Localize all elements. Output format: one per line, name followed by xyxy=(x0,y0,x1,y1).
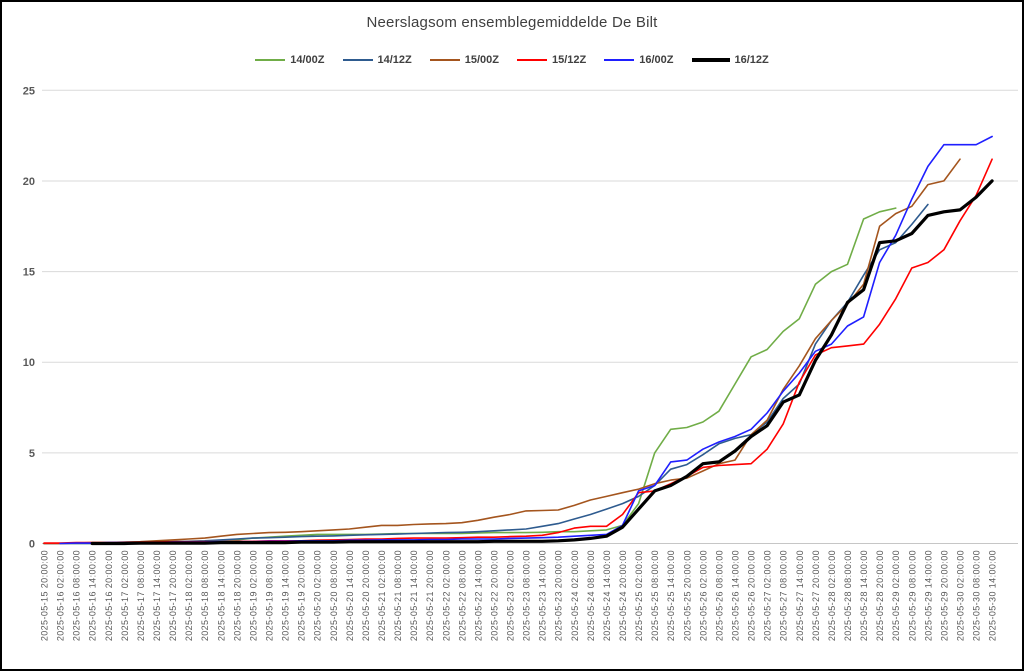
x-axis-tick-label: 2025-05-30 08:00:00 xyxy=(972,550,982,641)
legend-line-swatch xyxy=(342,59,373,61)
x-axis-tick-label: 2025-05-24 20:00:00 xyxy=(618,550,628,641)
x-axis-tick-label: 2025-05-26 20:00:00 xyxy=(747,550,757,641)
chart-line-15/12Z xyxy=(43,158,993,544)
x-axis-tick-label: 2025-05-23 20:00:00 xyxy=(554,550,564,641)
x-axis-tick-label: 2025-05-20 08:00:00 xyxy=(329,550,339,641)
x-axis-tick-label: 2025-05-22 14:00:00 xyxy=(473,550,483,641)
x-axis-tick-label: 2025-05-27 02:00:00 xyxy=(763,550,773,641)
x-axis-tick-label: 2025-05-30 02:00:00 xyxy=(955,550,965,641)
x-axis-tick-label: 2025-05-19 08:00:00 xyxy=(264,550,274,641)
x-axis-tick-label: 2025-05-27 14:00:00 xyxy=(795,550,805,641)
x-axis-tick-label: 2025-05-18 14:00:00 xyxy=(216,550,226,641)
x-axis-tick-label: 2025-05-16 20:00:00 xyxy=(104,550,114,641)
x-axis-tick-label: 2025-05-16 08:00:00 xyxy=(72,550,82,641)
x-axis-tick-label: 2025-05-25 14:00:00 xyxy=(666,550,676,641)
legend-item-16/12Z: 16/12Z xyxy=(691,54,769,66)
x-axis-tick-label: 2025-05-28 20:00:00 xyxy=(875,550,885,641)
x-axis-tick-label: 2025-05-17 02:00:00 xyxy=(120,550,130,641)
legend-line-swatch xyxy=(429,59,460,61)
y-axis-tick-label: 15 xyxy=(23,267,35,279)
legend-line-swatch xyxy=(255,59,286,61)
x-axis-tick-label: 2025-05-21 14:00:00 xyxy=(409,550,419,641)
legend-line-swatch xyxy=(691,58,730,62)
y-axis-tick-label: 20 xyxy=(23,176,35,188)
legend-line-swatch xyxy=(604,59,635,61)
x-axis-tick-label: 2025-05-28 14:00:00 xyxy=(859,550,869,641)
x-axis-tick-label: 2025-05-21 02:00:00 xyxy=(377,550,387,641)
legend-label: 16/12Z xyxy=(734,54,769,66)
x-axis-tick-label: 2025-05-28 08:00:00 xyxy=(843,550,853,641)
x-axis-tick-label: 2025-05-23 14:00:00 xyxy=(538,550,548,641)
x-axis-tick-label: 2025-05-26 14:00:00 xyxy=(731,550,741,641)
x-axis-tick-label: 2025-05-21 20:00:00 xyxy=(425,550,435,641)
x-axis-tick-label: 2025-05-16 02:00:00 xyxy=(56,550,66,641)
legend-line-swatch xyxy=(517,59,547,61)
chart-legend: 14/00Z 14/12Z 15/00Z 15/12Z 16/00Z 16/12Z xyxy=(2,54,1022,66)
x-axis-tick-label: 2025-05-17 08:00:00 xyxy=(136,550,146,641)
x-axis-tick-label: 2025-05-18 02:00:00 xyxy=(184,550,194,641)
x-axis-tick-label: 2025-05-29 14:00:00 xyxy=(923,550,933,641)
x-axis-tick-label: 2025-05-23 02:00:00 xyxy=(506,550,516,641)
legend-item-15/12Z: 15/12Z xyxy=(517,54,586,66)
legend-label: 16/00Z xyxy=(639,54,674,66)
x-axis-tick-label: 2025-05-22 08:00:00 xyxy=(457,550,467,641)
x-axis-tick-label: 2025-05-24 02:00:00 xyxy=(570,550,580,641)
x-axis-tick-label: 2025-05-26 02:00:00 xyxy=(698,550,708,641)
x-axis-tick-label: 2025-05-17 14:00:00 xyxy=(152,550,162,641)
x-axis-tick-label: 2025-05-19 02:00:00 xyxy=(248,550,258,641)
x-axis-tick-label: 2025-05-20 20:00:00 xyxy=(361,550,371,641)
x-axis-tick-label: 2025-05-26 08:00:00 xyxy=(714,550,724,641)
legend-label: 14/12Z xyxy=(377,54,412,66)
x-axis-tick-label: 2025-05-19 14:00:00 xyxy=(281,550,291,641)
x-axis-tick-label: 2025-05-28 02:00:00 xyxy=(827,550,837,641)
x-axis-tick-label: 2025-05-29 20:00:00 xyxy=(939,550,949,641)
x-axis-tick-label: 2025-05-24 08:00:00 xyxy=(586,550,596,641)
legend-item-14/12Z: 14/12Z xyxy=(342,54,412,66)
x-axis-tick-label: 2025-05-25 02:00:00 xyxy=(634,550,644,641)
y-axis-tick-label: 25 xyxy=(23,85,35,97)
x-axis-tick-label: 2025-05-23 08:00:00 xyxy=(522,550,532,641)
x-axis-tick-label: 2025-05-22 02:00:00 xyxy=(441,550,451,641)
y-axis-tick-label: 10 xyxy=(23,357,35,369)
x-axis-tick-label: 2025-05-29 02:00:00 xyxy=(891,550,901,641)
x-axis-tick-label: 2025-05-18 08:00:00 xyxy=(200,550,210,641)
chart-line-14/12Z xyxy=(43,203,929,545)
x-axis-tick-label: 2025-05-22 20:00:00 xyxy=(489,550,499,641)
chart-line-16/00Z xyxy=(59,135,993,545)
y-axis-tick-label: 0 xyxy=(29,539,35,551)
x-axis-tick-label: 2025-05-17 20:00:00 xyxy=(168,550,178,641)
chart-line-15/00Z xyxy=(43,158,961,545)
y-axis-tick-label: 5 xyxy=(29,448,35,460)
x-axis-tick-label: 2025-05-27 20:00:00 xyxy=(811,550,821,641)
chart-title: Neerslagsom ensemblegemiddelde De Bilt xyxy=(366,14,658,31)
x-axis-tick-label: 2025-05-25 20:00:00 xyxy=(682,550,692,641)
x-axis-tick-label: 2025-05-25 08:00:00 xyxy=(650,550,660,641)
chart-line-16/12Z xyxy=(90,179,994,546)
x-axis-tick-label: 2025-05-19 20:00:00 xyxy=(297,550,307,641)
legend-item-16/00Z: 16/00Z xyxy=(604,54,674,66)
x-axis-tick-label: 2025-05-24 14:00:00 xyxy=(602,550,612,641)
legend-item-15/00Z: 15/00Z xyxy=(429,54,499,66)
x-axis-tick-label: 2025-05-29 08:00:00 xyxy=(907,550,917,641)
legend-label: 15/12Z xyxy=(552,54,587,66)
x-axis-tick-label: 2025-05-20 02:00:00 xyxy=(313,550,323,641)
x-axis-tick-label: 2025-05-27 08:00:00 xyxy=(779,550,789,641)
legend-item-14/00Z: 14/00Z xyxy=(255,54,325,66)
x-axis-tick-label: 2025-05-30 14:00:00 xyxy=(988,550,998,641)
legend-label: 14/00Z xyxy=(290,54,325,66)
x-axis-tick-label: 2025-05-18 20:00:00 xyxy=(232,550,242,641)
x-axis-tick-label: 2025-05-20 14:00:00 xyxy=(345,550,355,641)
x-axis-tick-label: 2025-05-16 14:00:00 xyxy=(88,550,98,641)
x-axis-tick-label: 2025-05-21 08:00:00 xyxy=(393,550,403,641)
x-axis-tick-label: 2025-05-15 20:00:00 xyxy=(40,550,50,641)
legend-label: 15/00Z xyxy=(464,54,499,66)
chart-line-14/00Z xyxy=(43,207,897,545)
